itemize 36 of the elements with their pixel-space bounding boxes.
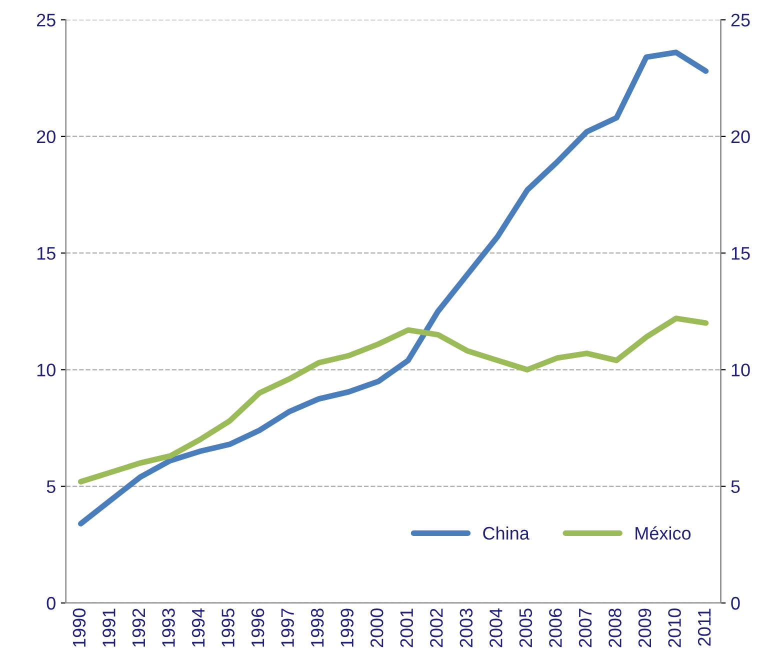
legend-label: China (483, 526, 530, 540)
x-tick-label: 2007 (578, 608, 592, 648)
y-tick-label: 5 (46, 480, 56, 494)
x-tick-label: 1998 (310, 608, 324, 647)
x-tick-label: 1994 (192, 608, 205, 647)
x-tick-label: 2002 (430, 608, 443, 648)
x-tick-label: 1996 (251, 608, 264, 647)
y2-tick-label: 5 (731, 480, 740, 494)
x-tick-label: 1995 (222, 608, 234, 647)
x-tick-label: 2010 (668, 608, 681, 648)
y2-tick-label: 25 (731, 14, 750, 26)
legend-label: México (636, 526, 691, 540)
y-tick-label: 20 (36, 130, 56, 144)
x-tick-label: 1990 (72, 608, 86, 647)
x-tick-label: 2006 (549, 608, 562, 648)
x-tick-label: 2001 (400, 608, 414, 648)
y2-tick-label: 15 (732, 247, 750, 260)
x-tick-label: 2004 (490, 608, 502, 648)
x-tick-label: 2009 (638, 608, 652, 648)
x-tick-label: 1992 (132, 608, 146, 647)
x-tick-label: 2000 (370, 608, 384, 648)
x-tick-label: 1999 (340, 608, 354, 647)
x-tick-label: 1993 (162, 608, 175, 647)
y-tick-label: 25 (36, 14, 56, 26)
y-tick-label: 10 (37, 364, 56, 376)
x-tick-label: 2003 (460, 608, 473, 648)
y2-tick-label: 0 (731, 596, 740, 610)
x-tick-label: 2008 (608, 608, 622, 648)
x-tick-label: 1991 (102, 608, 116, 647)
x-tick-label: 2011 (698, 608, 711, 646)
y-tick-label: 0 (46, 596, 56, 610)
x-tick-label: 2005 (519, 608, 532, 648)
y2-tick-label: 20 (731, 130, 750, 144)
y2-tick-label: 10 (732, 364, 750, 376)
x-tick-label: 1997 (281, 608, 294, 647)
y-tick-label: 15 (37, 247, 56, 260)
